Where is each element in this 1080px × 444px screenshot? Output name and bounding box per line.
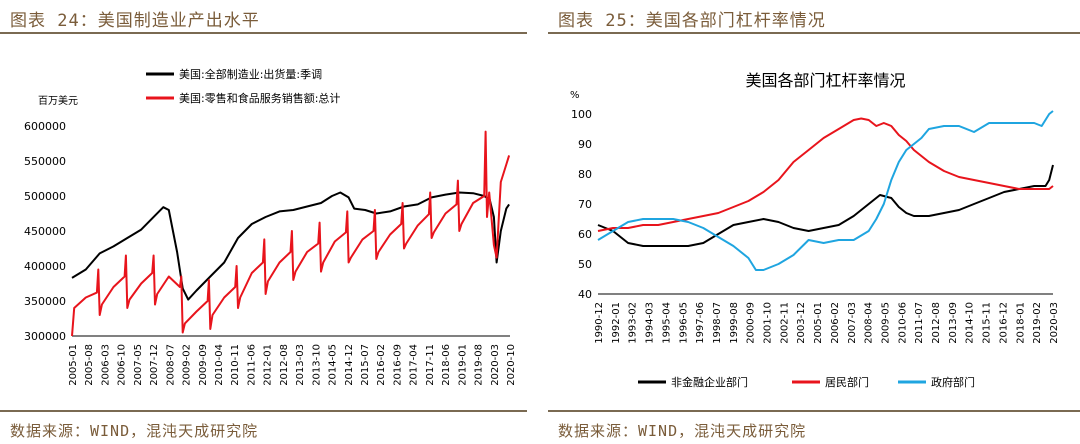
y-tick-label: 400000: [24, 260, 66, 273]
x-tick-label: 1999-08: [729, 302, 740, 344]
x-tick-label: 2009-09: [198, 344, 209, 386]
x-tick-label: 2014-12: [344, 344, 355, 386]
x-tick-label: 1997-06: [695, 302, 706, 344]
x-tick-label: 2013-03: [295, 344, 306, 386]
x-tick-label: 2017-04: [409, 344, 420, 386]
right-figure-title-bar: 图表 25：美国各部门杠杆率情况: [548, 0, 1080, 34]
y-tick-label: 100: [571, 108, 592, 121]
x-tick-label: 2008-07: [165, 344, 176, 386]
legend-label-2: 美国:零售和食品服务销售额:总计: [179, 91, 340, 105]
x-tick-label: 2020-10: [506, 344, 517, 386]
series-line-2: [71, 130, 511, 337]
x-tick-label: 2015-07: [360, 344, 371, 386]
x-tick-label: 1994-03: [645, 302, 656, 344]
right-figure-panel: 图表 25：美国各部门杠杆率情况 美国各部门杠杆率情况% 40 50 60 70 80 90…: [548, 0, 1080, 444]
x-tick-label: 2020-03: [1049, 302, 1060, 344]
x-tick-label: 2003-12: [796, 302, 807, 344]
y-axis-unit-label: %: [570, 90, 580, 101]
left-figure-panel: 图表 24：美国制造业产出水平 百万美元 300000 350000 400000 45…: [0, 0, 527, 444]
x-tick-label: 2016-12: [998, 302, 1009, 344]
x-tick-label: 2011-06: [246, 344, 257, 386]
legend-label-1: 美国:全部制造业:出货量:季调: [179, 67, 322, 81]
y-tick-label: 70: [578, 198, 592, 211]
left-source-bar: 数据来源：WIND，混沌天成研究院: [0, 410, 527, 444]
y-tick-label: 60: [578, 228, 592, 241]
left-source-text: 数据来源：WIND，混沌天成研究院: [10, 422, 259, 440]
y-tick-label: 80: [578, 168, 592, 181]
chart-title: 美国各部门杠杆率情况: [745, 71, 905, 90]
x-tick-label: 1995-04: [661, 302, 672, 344]
x-tick-label: 2012-01: [263, 344, 274, 386]
x-tick-label: 2010-04: [214, 344, 225, 386]
left-chart-svg: 百万美元 300000 350000 400000 450000 500000 550000…: [24, 67, 517, 386]
x-tick-label: 1993-02: [628, 302, 639, 344]
right-source-bar: 数据来源：WIND，混沌天成研究院: [548, 410, 1080, 444]
x-tick-label: 2002-11: [779, 302, 790, 344]
x-tick-label: 2010-06: [897, 302, 908, 344]
y-tick-label: 450000: [24, 225, 66, 238]
x-tick-label: 2008-04: [864, 302, 875, 344]
series-line-2: [597, 117, 1054, 232]
x-tick-label: 2018-06: [441, 344, 452, 386]
x-tick-label: 2005-01: [68, 344, 79, 386]
x-tick-label: 1998-07: [712, 302, 723, 344]
x-tick-label: 2017-11: [425, 344, 436, 386]
series-line-3: [597, 110, 1054, 271]
x-tick-label: 2019-01: [457, 344, 468, 386]
right-figure-title: 图表 25：美国各部门杠杆率情况: [558, 11, 826, 31]
x-tick-label: 2005-01: [813, 302, 824, 344]
x-tick-label: 2000-09: [746, 302, 757, 344]
x-tick-label: 2011-07: [914, 302, 925, 344]
x-tick-label: 2016-02: [376, 344, 387, 386]
x-tick-label: 2016-09: [392, 344, 403, 386]
x-tick-label: 2007-12: [149, 344, 160, 386]
x-tick-label: 2012-08: [931, 302, 942, 344]
y-tick-label: 40: [578, 288, 592, 301]
y-tick-label: 300000: [24, 330, 66, 343]
x-tick-label: 2006-03: [100, 344, 111, 386]
x-tick-label: 2013-10: [311, 344, 322, 386]
y-axis-unit-label: 百万美元: [38, 94, 78, 107]
x-tick-label: 2013-09: [948, 302, 959, 344]
x-tick-label: 2005-08: [84, 344, 95, 386]
x-tick-label: 2001-10: [763, 302, 774, 344]
x-tick-label: 2020-03: [490, 344, 501, 386]
x-tick-label: 2006-02: [830, 302, 841, 344]
x-tick-label: 2009-02: [182, 344, 193, 386]
x-tick-label: 2014-05: [328, 344, 339, 386]
left-figure-title: 图表 24：美国制造业产出水平: [10, 11, 260, 31]
y-tick-label: 350000: [24, 295, 66, 308]
x-tick-label: 2006-10: [117, 344, 128, 386]
x-tick-label: 2018-01: [1015, 302, 1026, 344]
right-chart-svg: 美国各部门杠杆率情况% 40 50 60 70 80 90 100 1990-12 1992-01…: [570, 71, 1060, 389]
x-tick-label: 2019-02: [1032, 302, 1043, 344]
legend-label-3: 政府部门: [931, 375, 975, 389]
y-tick-label: 550000: [24, 155, 66, 168]
series-line-1: [597, 164, 1054, 247]
right-source-text: 数据来源：WIND，混沌天成研究院: [558, 422, 807, 440]
y-tick-label: 600000: [24, 120, 66, 133]
x-tick-label: 2009-05: [880, 302, 891, 344]
legend-label-1: 非金融企业部门: [671, 375, 748, 389]
x-tick-label: 2007-05: [133, 344, 144, 386]
x-tick-label: 2007-03: [847, 302, 858, 344]
y-tick-label: 500000: [24, 190, 66, 203]
legend-label-2: 居民部门: [825, 375, 869, 389]
left-figure-title-bar: 图表 24：美国制造业产出水平: [0, 0, 527, 34]
x-tick-label: 2010-11: [230, 344, 241, 386]
x-tick-label: 2014-10: [965, 302, 976, 344]
x-tick-label: 2019-08: [474, 344, 485, 386]
x-tick-label: 1990-12: [594, 302, 605, 344]
x-tick-label: 1992-01: [611, 302, 622, 344]
series-line-1: [71, 191, 510, 301]
x-tick-label: 2012-08: [279, 344, 290, 386]
x-tick-label: 1996-05: [678, 302, 689, 344]
y-tick-label: 90: [578, 138, 592, 151]
x-tick-label: 2015-11: [982, 302, 993, 344]
y-tick-label: 50: [578, 258, 592, 271]
